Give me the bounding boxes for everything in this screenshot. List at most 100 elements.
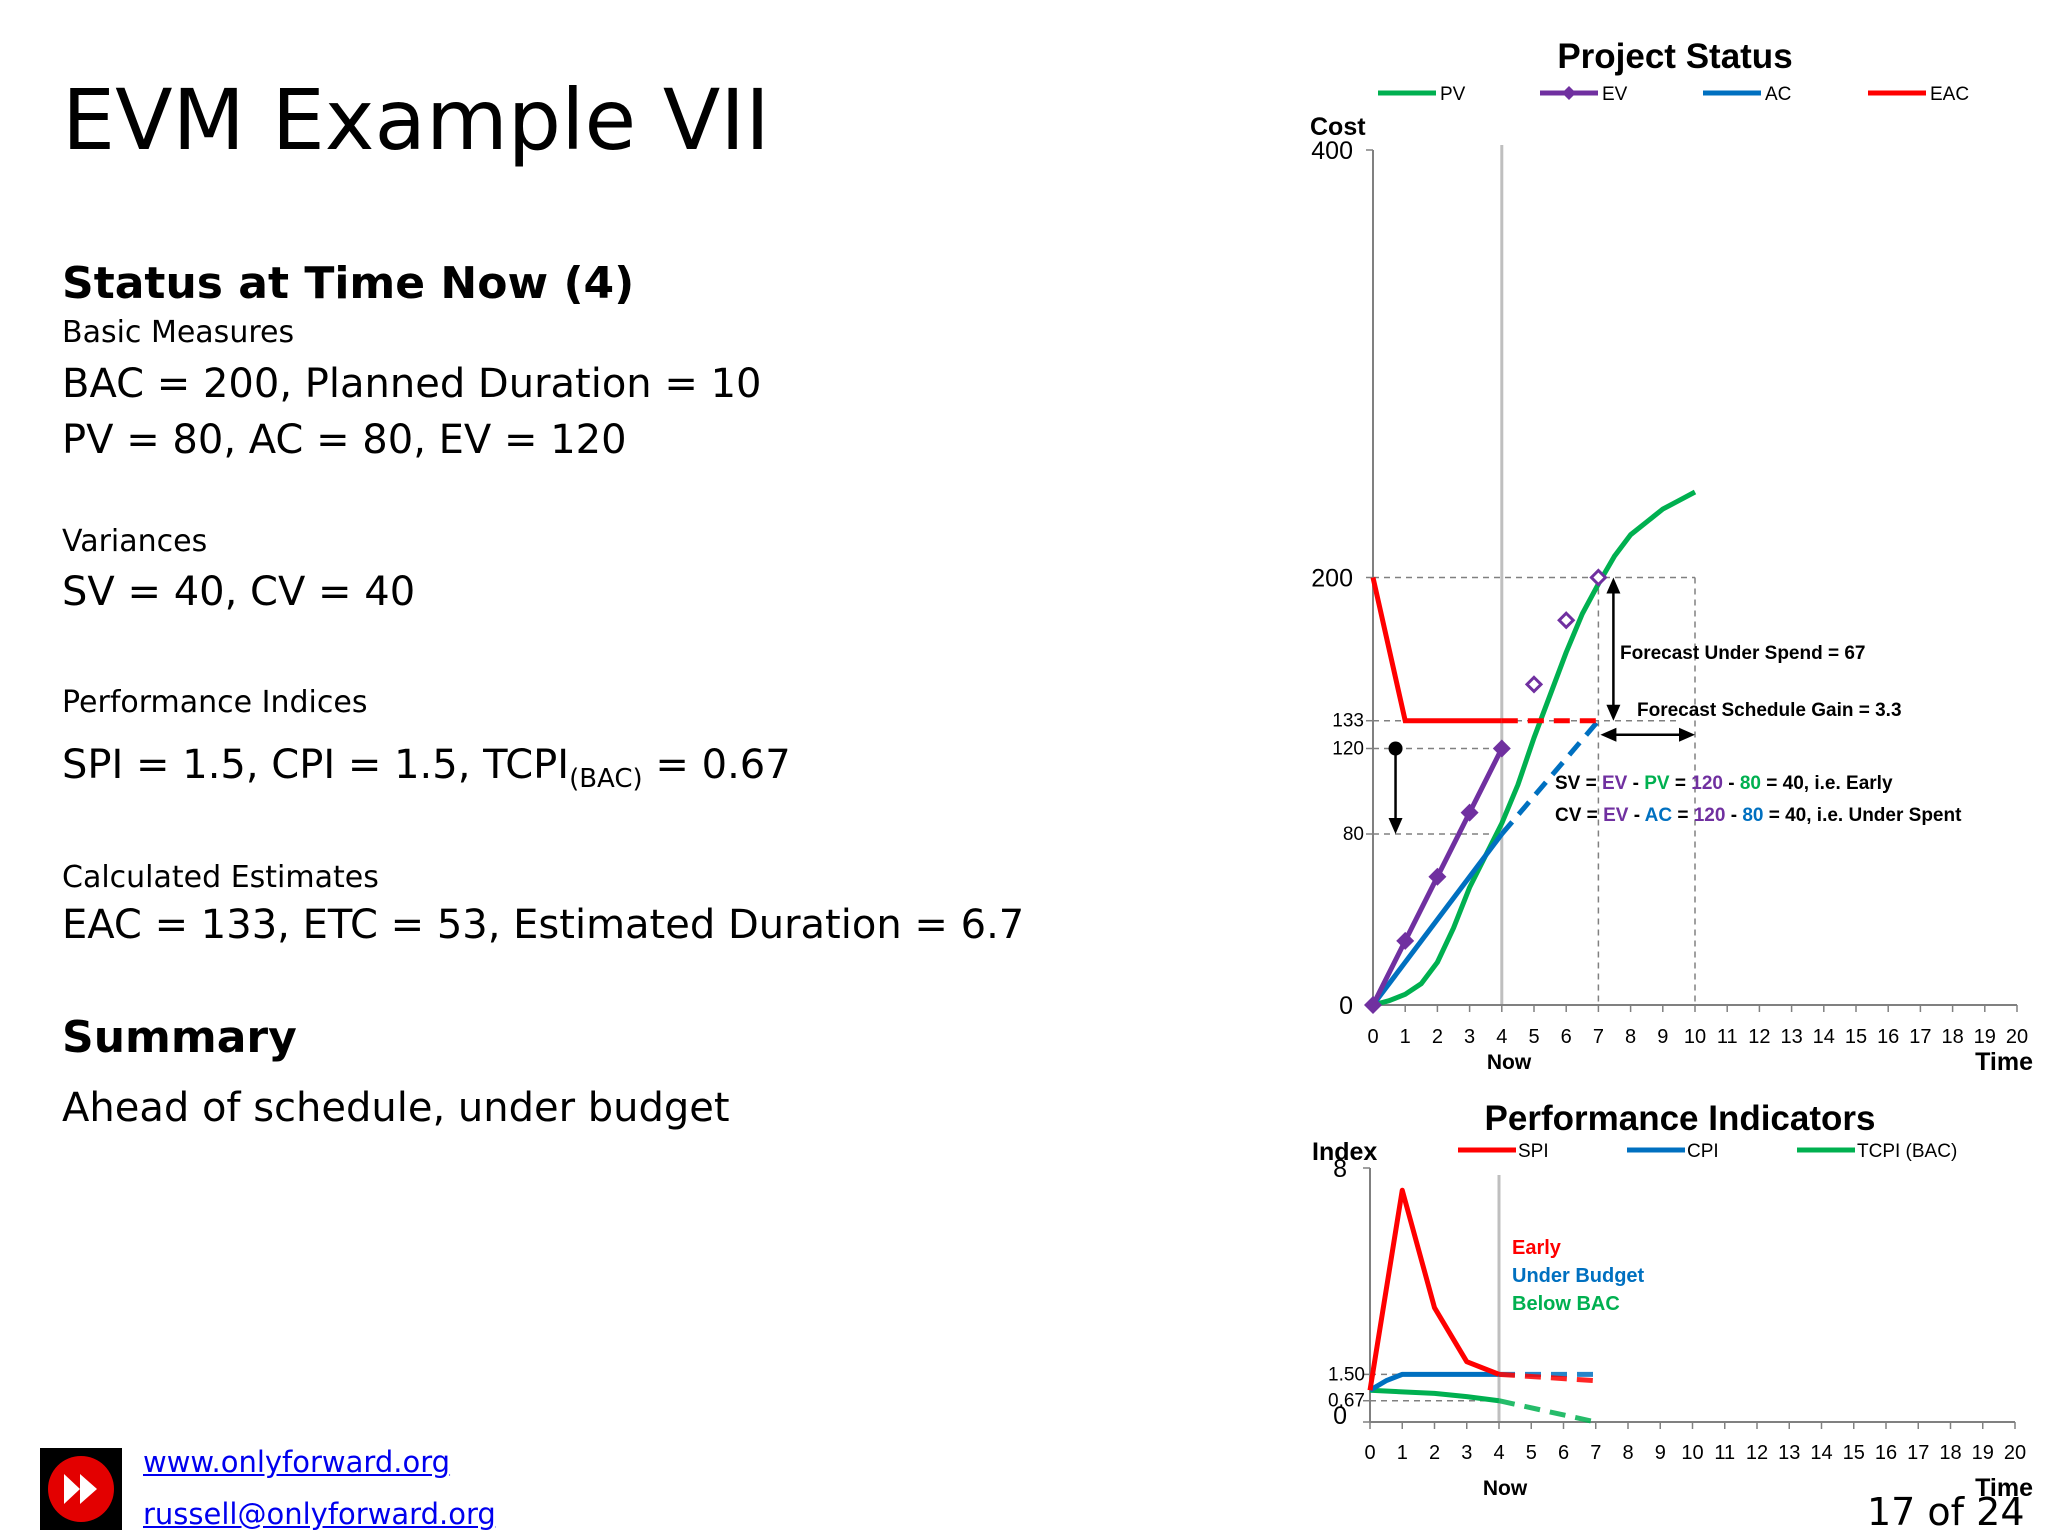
y-tick-label: 80 — [1343, 824, 1364, 845]
legend-label-spi: SPI — [1518, 1141, 1549, 1162]
ev-point — [1492, 739, 1511, 758]
ev-forecast-point — [1557, 611, 1576, 630]
ac-line — [1371, 832, 1504, 1007]
axes: 0 1 2 3 4 5 6 7 8 9 10 11 12 13 14 15 16 17 18 19 2000.671.5… — [1328, 1155, 2026, 1464]
x-tick-label: 13 — [1778, 1442, 1800, 1464]
x-tick-label: 6 — [1561, 1026, 1572, 1048]
x-tick-label: 9 — [1655, 1442, 1666, 1464]
x-tick-label: 16 — [1875, 1442, 1897, 1464]
chart-legend: SPI CPI TCPI (BAC) — [1458, 1141, 1957, 1162]
x-tick-label: 18 — [1939, 1442, 1961, 1464]
website-link[interactable]: www.onlyforward.org — [143, 1445, 451, 1479]
spi-line — [1367, 1187, 1500, 1391]
ev-point — [1428, 867, 1447, 886]
chart-title: Project Status — [1557, 37, 1792, 76]
guide-lines — [1370, 1175, 1501, 1422]
chart-title: Performance Indicators — [1485, 1099, 1876, 1138]
x-tick-label: 14 — [1813, 1026, 1835, 1048]
y-tick-label: 0 — [1333, 1402, 1347, 1430]
ev-point — [1364, 996, 1382, 1014]
x-tick-label: 19 — [1972, 1442, 1994, 1464]
fast-forward-icon — [48, 1456, 114, 1522]
x-tick-label: 2 — [1429, 1442, 1440, 1464]
x-tick-label: 18 — [1941, 1026, 1963, 1048]
basic-measures-line-2: PV = 80, AC = 80, EV = 120 — [62, 417, 627, 463]
legend-label-tcpi-bac-: TCPI (BAC) — [1857, 1141, 1957, 1162]
y-axis-label: Cost — [1310, 113, 1366, 141]
x-tick-label: 1 — [1397, 1442, 1408, 1464]
y-tick-label: 200 — [1311, 565, 1353, 593]
x-tick-label: 10 — [1684, 1026, 1706, 1048]
x-tick-label: 13 — [1780, 1026, 1802, 1048]
sv-annotation: SV = EV - PV = 120 - 80 = 40, i.e. Early — [1555, 773, 1893, 794]
y-tick-label: 400 — [1311, 137, 1353, 165]
y-tick-label: 8 — [1333, 1155, 1347, 1183]
annotations: Forecast Under Spend = 67 Forecast Schedu… — [1388, 577, 1962, 834]
summary-heading: Summary — [62, 1012, 297, 1063]
forecast-under-spend-label: Forecast Under Spend = 67 — [1620, 643, 1866, 664]
performance-indicators-chart: Performance Indicators SPI CPI TCPI (BAC) … — [1312, 1099, 2033, 1502]
legend-label-eac: EAC — [1930, 84, 1969, 105]
variance-arrowhead — [1388, 818, 1403, 834]
chart-legend: PV EV AC EAC — [1378, 84, 1969, 105]
legend-label-cpi: CPI — [1687, 1141, 1719, 1162]
indicator-label-below-bac: Below BAC — [1512, 1293, 1620, 1315]
forecast-schedule-gain-label: Forecast Schedule Gain = 3.3 — [1637, 700, 1902, 721]
indices-line-value: = 0.67 — [642, 742, 791, 788]
summary-line: Ahead of schedule, under budget — [62, 1085, 730, 1131]
x-tick-label: 12 — [1748, 1026, 1770, 1048]
ev-point — [1460, 803, 1479, 822]
x-tick-label: 4 — [1493, 1442, 1504, 1464]
indicator-label-under-budget: Under Budget — [1512, 1265, 1645, 1287]
email-link[interactable]: russell@onlyforward.org — [143, 1497, 496, 1531]
x-tick-label: 8 — [1622, 1442, 1633, 1464]
x-tick-label: 11 — [1717, 1026, 1738, 1048]
tcpi-line — [1369, 1387, 1500, 1404]
x-tick-label: 20 — [2006, 1026, 2028, 1048]
now-label: Now — [1483, 1477, 1528, 1500]
legend-label-pv: PV — [1440, 84, 1466, 105]
annotations: Early Under Budget Below BAC — [1512, 1237, 1645, 1315]
x-tick-label: 7 — [1590, 1442, 1601, 1464]
variances-label: Variances — [62, 524, 208, 559]
x-tick-label: 12 — [1746, 1442, 1768, 1464]
y-tick-label: 1.50 — [1328, 1364, 1365, 1385]
x-tick-label: 2 — [1432, 1026, 1443, 1048]
x-axis-label: Time — [1975, 1474, 2033, 1502]
series-group — [1367, 1187, 1597, 1425]
x-tick-label: 20 — [2004, 1442, 2026, 1464]
y-tick-label: 120 — [1332, 739, 1364, 760]
estimates-label: Calculated Estimates — [62, 860, 379, 895]
cpi-line — [1368, 1371, 1499, 1393]
cv-annotation: CV = EV - AC = 120 - 80 = 40, i.e. Under… — [1555, 805, 1962, 826]
spi-forecast-line — [1498, 1371, 1596, 1384]
ev-point — [1396, 931, 1415, 950]
x-tick-label: 17 — [1909, 1026, 1931, 1048]
indices-line: SPI = 1.5, CPI = 1.5, TCPI(BAC) = 0.67 — [62, 745, 791, 792]
series-group — [1364, 489, 1697, 1014]
y-tick-label: 0.67 — [1328, 1391, 1365, 1412]
under-spend-arrowhead — [1606, 577, 1621, 594]
indices-label: Performance Indices — [62, 685, 368, 720]
page-number: 17 of 24 — [1867, 1490, 2025, 1534]
basic-measures-line-1: BAC = 200, Planned Duration = 10 — [62, 361, 762, 407]
x-tick-label: 3 — [1461, 1442, 1472, 1464]
x-tick-label: 3 — [1464, 1026, 1475, 1048]
indices-line-subscript: (BAC) — [569, 764, 643, 794]
x-tick-label: 5 — [1528, 1026, 1539, 1048]
x-tick-label: 4 — [1496, 1026, 1507, 1048]
x-tick-label: 10 — [1681, 1442, 1703, 1464]
x-tick-label: 6 — [1558, 1442, 1569, 1464]
x-tick-label: 9 — [1657, 1026, 1668, 1048]
legend-label-ev: EV — [1602, 84, 1628, 105]
y-tick-label: 133 — [1332, 711, 1364, 732]
eac-line — [1370, 576, 1502, 724]
indicator-label-early: Early — [1512, 1237, 1562, 1259]
x-tick-label: 8 — [1625, 1026, 1636, 1048]
tcpi-forecast-line — [1498, 1398, 1597, 1425]
schedule-gain-arrowhead — [1679, 727, 1695, 742]
x-tick-label: 15 — [1845, 1026, 1867, 1048]
x-axis-label: Time — [1975, 1048, 2033, 1076]
x-tick-label: 0 — [1364, 1442, 1375, 1464]
